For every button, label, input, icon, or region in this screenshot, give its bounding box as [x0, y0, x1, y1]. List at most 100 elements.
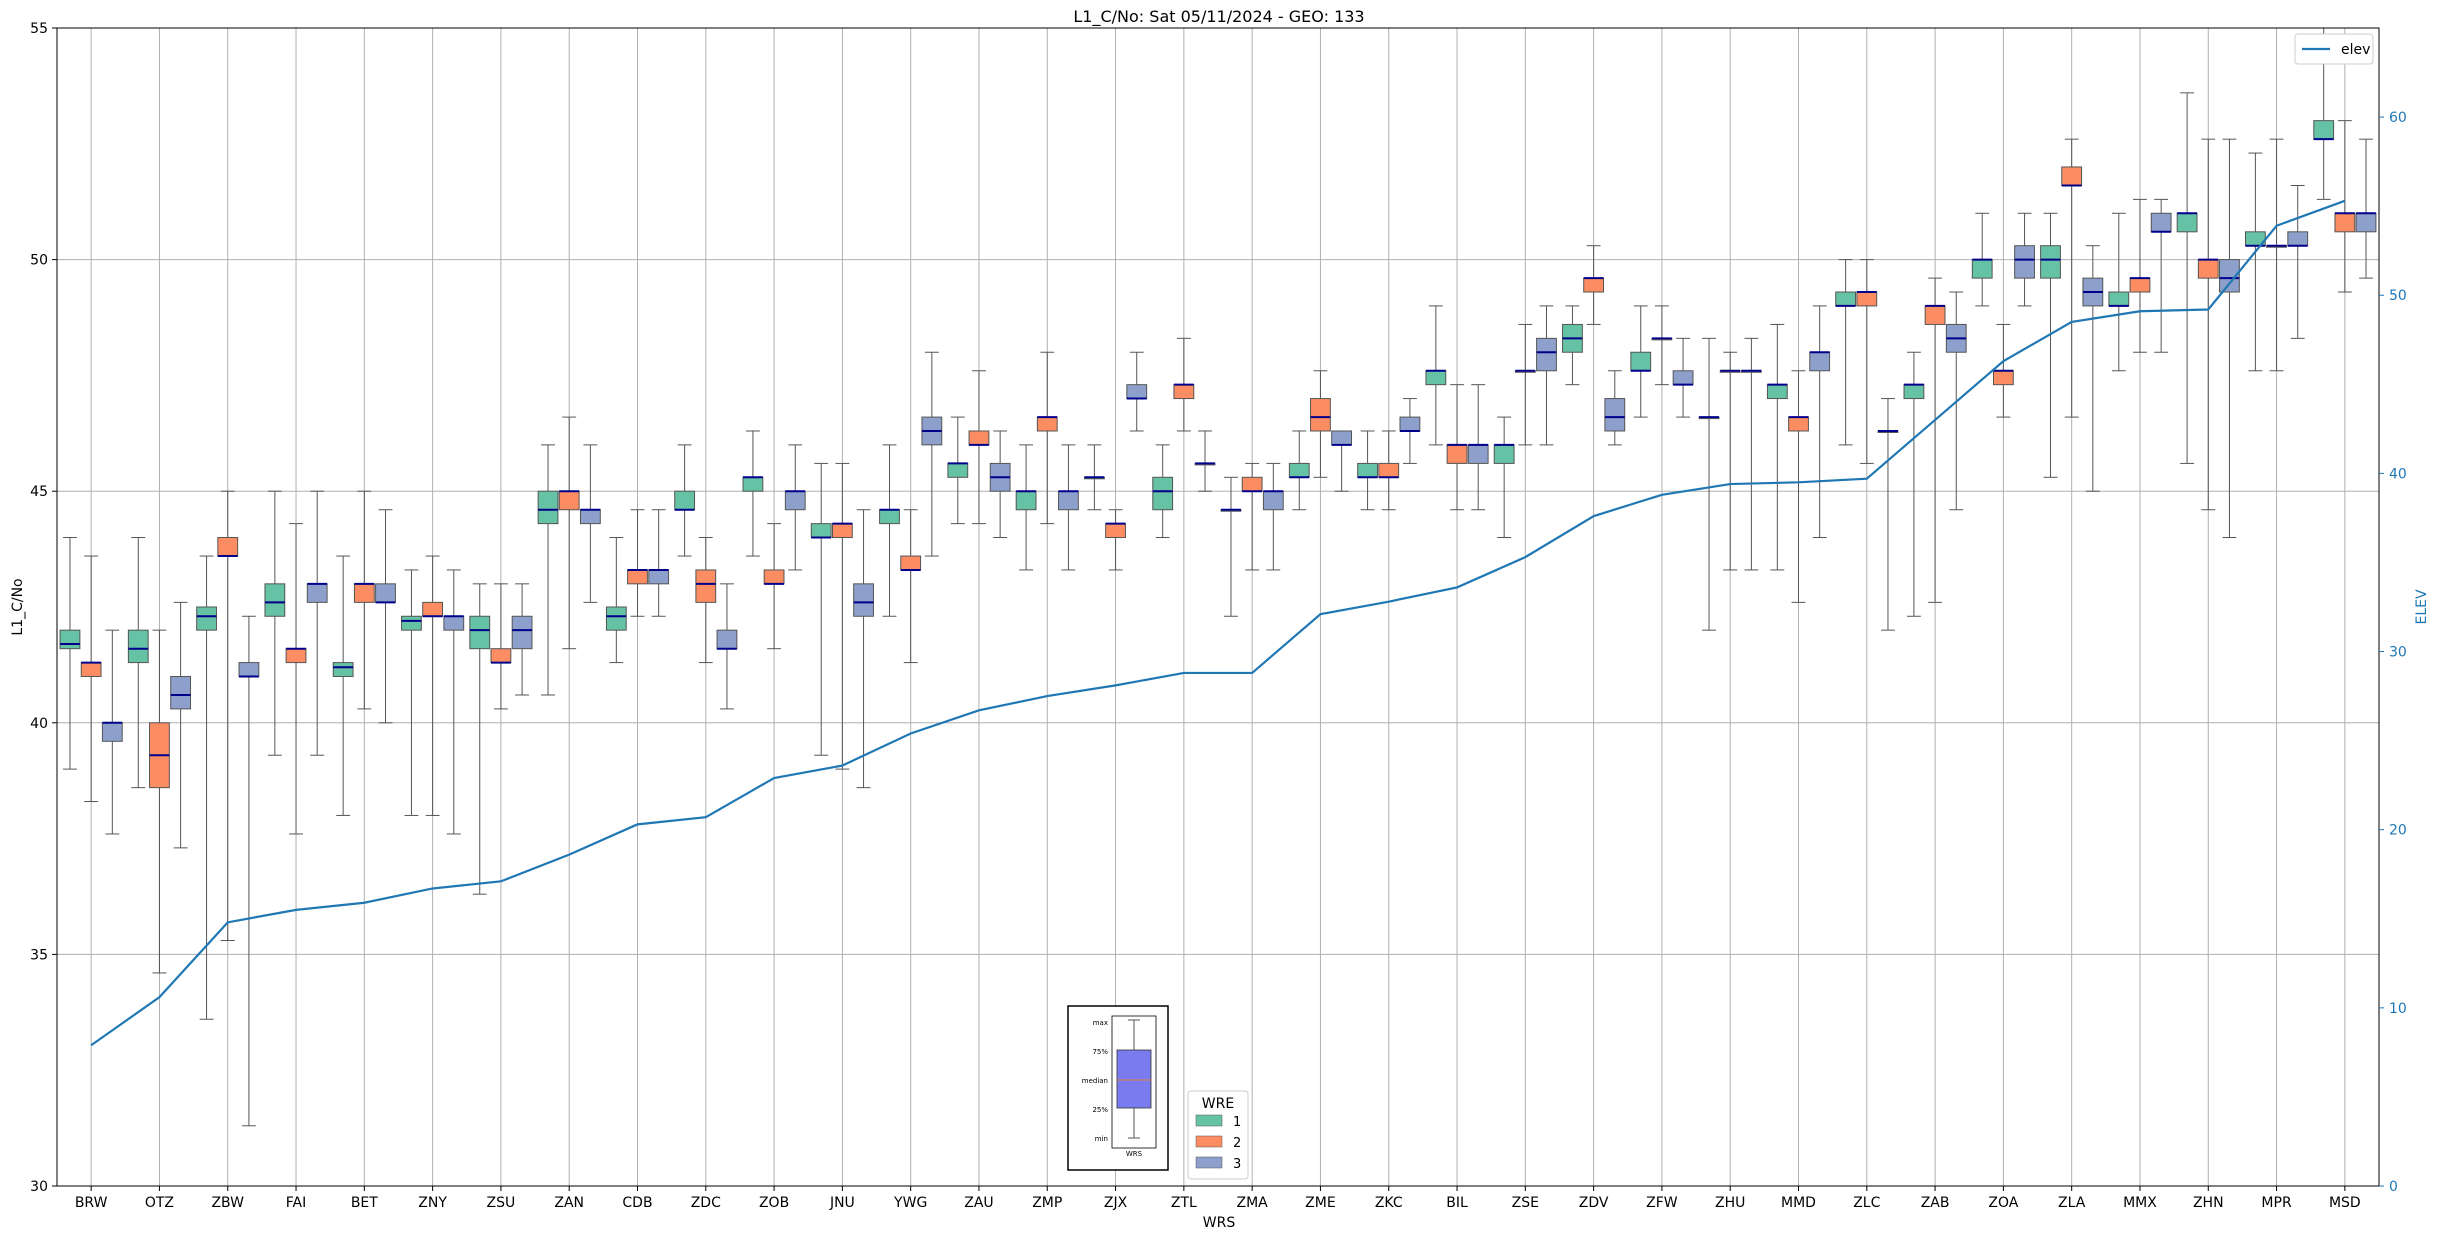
box: [2040, 245, 2061, 279]
x-tick-label: BIL: [1446, 1195, 1468, 1211]
box: [900, 555, 922, 571]
box: [1331, 430, 1353, 446]
box-key-label-min: min: [1095, 1135, 1108, 1143]
box: [2219, 259, 2240, 293]
box-wre3-zbw: [238, 615, 260, 1127]
box: [1467, 444, 1489, 464]
box-key: max 75% median 25% min WRS: [1067, 1005, 1169, 1171]
box: [763, 569, 785, 585]
box: [1536, 337, 1557, 372]
box-key-label-median: median: [1082, 1077, 1108, 1085]
x-tick-label: ZFW: [1646, 1195, 1678, 1211]
box: [170, 675, 192, 710]
box-wre1-zoa: [1971, 212, 1993, 307]
y-tick-label: 40: [30, 716, 48, 732]
box-wre1-bet: [332, 555, 354, 816]
box-wre1-mpr: [2244, 152, 2266, 372]
x-axis: BRW OTZ ZBW FAI BET ZNY ZSU ZAN CDB ZDC ZOB JNU YWG Z…: [75, 1186, 2361, 1211]
x-tick-label: ZLC: [1853, 1195, 1880, 1211]
box-key-label-25: 25%: [1092, 1106, 1108, 1114]
wre-legend-swatch-1: [1195, 1114, 1223, 1127]
x-tick-label: ZAN: [554, 1195, 584, 1211]
box: [742, 476, 764, 492]
y-axis-right: 0 10 20 30 40 50 60: [2379, 110, 2407, 1195]
box-key-xlabel: WRS: [1126, 1150, 1143, 1158]
x-tick-label: MMD: [1781, 1195, 1816, 1211]
y-right-tick-label: 60: [2389, 110, 2407, 126]
box: [810, 523, 832, 539]
box: [1378, 462, 1400, 478]
box-wre3-bil: [1467, 384, 1489, 511]
box: [968, 430, 990, 446]
x-tick-label: ZSU: [487, 1195, 516, 1211]
box-wre2-msd: [2334, 120, 2356, 293]
box: [127, 629, 149, 664]
y-right-tick-label: 10: [2389, 1001, 2407, 1017]
x-tick-label: ZJX: [1104, 1195, 1128, 1211]
box-wre3-zse: [1536, 305, 1557, 446]
box: [1173, 384, 1195, 400]
y-axis-label: L1_C/No: [10, 578, 26, 635]
box-wre3-zdv: [1604, 370, 1626, 446]
box: [469, 615, 491, 650]
box: [2108, 291, 2130, 307]
box-wre3-zau: [989, 430, 1011, 539]
box-wre1-zhu: [1698, 337, 1720, 631]
box-wre2-zau: [968, 370, 990, 525]
box: [217, 537, 239, 557]
box-wre2-zma: [1241, 462, 1263, 571]
box-wre2-zdv: [1583, 245, 1605, 325]
box: [1583, 277, 1605, 293]
box-wre2-zny: [422, 555, 444, 816]
wre-legend-swatch-3: [1195, 1156, 1223, 1169]
box: [306, 583, 328, 603]
box-wre2-mmd: [1788, 370, 1809, 603]
box: [1152, 476, 1174, 511]
box: [2061, 166, 2083, 186]
wre-legend-swatch-2: [1195, 1135, 1223, 1148]
x-tick-label: ZOB: [759, 1195, 789, 1211]
box: [1903, 384, 1925, 400]
box-wre2-ywg: [900, 509, 922, 664]
box: [332, 662, 354, 677]
box-wre3-jnu: [853, 509, 874, 789]
x-tick-label: ZOA: [1988, 1195, 2018, 1211]
x-tick-label: BET: [351, 1195, 378, 1211]
box: [1788, 416, 1809, 432]
box-wre1-zab: [1903, 351, 1925, 617]
box: [2014, 245, 2035, 279]
elev-legend-label: elev: [2341, 42, 2370, 58]
x-tick-label: JNU: [829, 1195, 855, 1211]
x-axis-label: WRS: [1203, 1215, 1236, 1231]
box-wre2-zab: [1924, 277, 1946, 603]
box: [101, 722, 123, 742]
box-wre2-jnu: [831, 462, 853, 770]
box-wre1-zdv: [1562, 305, 1583, 386]
box-wre2-mmx: [2129, 198, 2151, 353]
x-tick-label: MPR: [2261, 1195, 2292, 1211]
x-tick-label: ZDV: [1579, 1195, 1609, 1211]
grid: [57, 27, 2379, 1187]
x-tick-label: OTZ: [145, 1195, 174, 1211]
box-wre2-bil: [1446, 384, 1468, 511]
box-wre1-zny: [401, 569, 422, 816]
box-wre1-otz: [127, 537, 149, 789]
box: [2313, 120, 2335, 140]
box-wre1-zse: [1493, 416, 1515, 539]
box-wre2-cdb: [627, 509, 648, 617]
box-wre3-zlc: [1877, 398, 1899, 631]
box-wre3-brw: [101, 629, 123, 835]
box-wre3-ztl: [1194, 430, 1216, 492]
box: [1809, 351, 1831, 372]
box-wre3-zoa: [2014, 212, 2035, 307]
box: [947, 462, 969, 478]
box: [1493, 444, 1515, 464]
box: [1288, 462, 1310, 478]
box-key-label-75: 75%: [1092, 1048, 1108, 1056]
box: [80, 662, 102, 677]
box-wre2-zla: [2061, 138, 2083, 418]
box-wre3-bet: [375, 509, 396, 724]
x-tick-label: ZME: [1305, 1195, 1336, 1211]
box: [1446, 444, 1468, 464]
box-wre2-zdc: [695, 537, 717, 664]
